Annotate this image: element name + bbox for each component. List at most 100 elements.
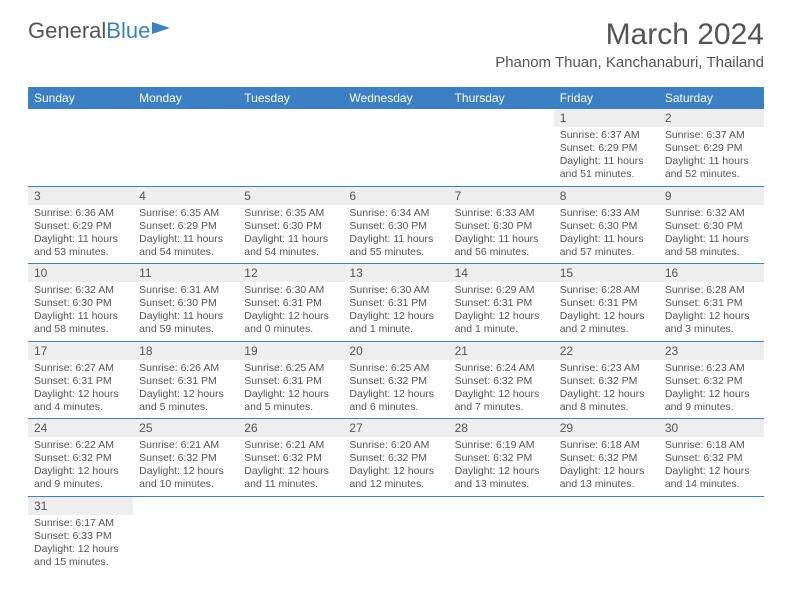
col-sunday: Sunday <box>28 87 133 109</box>
sunrise-text: Sunrise: 6:25 AM <box>244 362 337 375</box>
daylight-text: Daylight: 12 hours and 13 minutes. <box>455 465 548 491</box>
day-number: 7 <box>449 187 554 205</box>
day-number: 12 <box>238 264 343 282</box>
calendar-cell: 22Sunrise: 6:23 AMSunset: 6:32 PMDayligh… <box>554 341 659 419</box>
daylight-text: Daylight: 11 hours and 53 minutes. <box>34 233 127 259</box>
sunrise-text: Sunrise: 6:33 AM <box>560 207 653 220</box>
day-content: Sunrise: 6:28 AMSunset: 6:31 PMDaylight:… <box>554 282 659 341</box>
day-number: 31 <box>28 497 133 515</box>
day-number: 23 <box>659 342 764 360</box>
calendar-cell: 10Sunrise: 6:32 AMSunset: 6:30 PMDayligh… <box>28 264 133 342</box>
calendar-table: Sunday Monday Tuesday Wednesday Thursday… <box>28 87 764 573</box>
sunset-text: Sunset: 6:32 PM <box>349 452 442 465</box>
daylight-text: Daylight: 11 hours and 59 minutes. <box>139 310 232 336</box>
calendar-cell <box>449 109 554 186</box>
day-content: Sunrise: 6:18 AMSunset: 6:32 PMDaylight:… <box>554 437 659 496</box>
sunrise-text: Sunrise: 6:26 AM <box>139 362 232 375</box>
sunset-text: Sunset: 6:32 PM <box>244 452 337 465</box>
sunrise-text: Sunrise: 6:27 AM <box>34 362 127 375</box>
day-number: 2 <box>659 109 764 127</box>
day-content: Sunrise: 6:34 AMSunset: 6:30 PMDaylight:… <box>343 205 448 264</box>
day-number: 10 <box>28 264 133 282</box>
calendar-cell: 19Sunrise: 6:25 AMSunset: 6:31 PMDayligh… <box>238 341 343 419</box>
daylight-text: Daylight: 12 hours and 1 minute. <box>455 310 548 336</box>
calendar-cell: 20Sunrise: 6:25 AMSunset: 6:32 PMDayligh… <box>343 341 448 419</box>
sunrise-text: Sunrise: 6:32 AM <box>34 284 127 297</box>
day-number: 27 <box>343 419 448 437</box>
day-content: Sunrise: 6:18 AMSunset: 6:32 PMDaylight:… <box>659 437 764 496</box>
col-tuesday: Tuesday <box>238 87 343 109</box>
calendar-cell: 18Sunrise: 6:26 AMSunset: 6:31 PMDayligh… <box>133 341 238 419</box>
day-number: 13 <box>343 264 448 282</box>
sunset-text: Sunset: 6:30 PM <box>560 220 653 233</box>
calendar-cell <box>133 496 238 573</box>
sunrise-text: Sunrise: 6:23 AM <box>665 362 758 375</box>
day-content: Sunrise: 6:31 AMSunset: 6:30 PMDaylight:… <box>133 282 238 341</box>
daylight-text: Daylight: 12 hours and 5 minutes. <box>139 388 232 414</box>
sunrise-text: Sunrise: 6:18 AM <box>560 439 653 452</box>
sunset-text: Sunset: 6:30 PM <box>665 220 758 233</box>
calendar-cell <box>343 496 448 573</box>
calendar-cell: 1Sunrise: 6:37 AMSunset: 6:29 PMDaylight… <box>554 109 659 186</box>
sunset-text: Sunset: 6:32 PM <box>455 452 548 465</box>
logo-text-b: Blue <box>106 18 150 44</box>
calendar-cell: 30Sunrise: 6:18 AMSunset: 6:32 PMDayligh… <box>659 419 764 497</box>
sunset-text: Sunset: 6:32 PM <box>34 452 127 465</box>
sunrise-text: Sunrise: 6:32 AM <box>665 207 758 220</box>
daylight-text: Daylight: 12 hours and 1 minute. <box>349 310 442 336</box>
day-content: Sunrise: 6:32 AMSunset: 6:30 PMDaylight:… <box>28 282 133 341</box>
col-saturday: Saturday <box>659 87 764 109</box>
sunrise-text: Sunrise: 6:20 AM <box>349 439 442 452</box>
daylight-text: Daylight: 12 hours and 2 minutes. <box>560 310 653 336</box>
sunrise-text: Sunrise: 6:17 AM <box>34 517 127 530</box>
sunset-text: Sunset: 6:31 PM <box>244 375 337 388</box>
calendar-cell: 17Sunrise: 6:27 AMSunset: 6:31 PMDayligh… <box>28 341 133 419</box>
calendar-cell <box>133 109 238 186</box>
sunset-text: Sunset: 6:31 PM <box>455 297 548 310</box>
calendar-cell: 21Sunrise: 6:24 AMSunset: 6:32 PMDayligh… <box>449 341 554 419</box>
day-content: Sunrise: 6:26 AMSunset: 6:31 PMDaylight:… <box>133 360 238 419</box>
calendar-cell: 16Sunrise: 6:28 AMSunset: 6:31 PMDayligh… <box>659 264 764 342</box>
title-block: March 2024 Phanom Thuan, Kanchanaburi, T… <box>495 18 764 71</box>
col-wednesday: Wednesday <box>343 87 448 109</box>
sunrise-text: Sunrise: 6:30 AM <box>349 284 442 297</box>
day-content: Sunrise: 6:30 AMSunset: 6:31 PMDaylight:… <box>238 282 343 341</box>
calendar-cell: 8Sunrise: 6:33 AMSunset: 6:30 PMDaylight… <box>554 186 659 264</box>
day-content: Sunrise: 6:20 AMSunset: 6:32 PMDaylight:… <box>343 437 448 496</box>
location-text: Phanom Thuan, Kanchanaburi, Thailand <box>495 54 764 71</box>
day-content: Sunrise: 6:23 AMSunset: 6:32 PMDaylight:… <box>554 360 659 419</box>
day-content: Sunrise: 6:29 AMSunset: 6:31 PMDaylight:… <box>449 282 554 341</box>
day-content: Sunrise: 6:25 AMSunset: 6:32 PMDaylight:… <box>343 360 448 419</box>
calendar-cell: 26Sunrise: 6:21 AMSunset: 6:32 PMDayligh… <box>238 419 343 497</box>
sunset-text: Sunset: 6:32 PM <box>455 375 548 388</box>
calendar-cell <box>238 496 343 573</box>
sunset-text: Sunset: 6:32 PM <box>139 452 232 465</box>
daylight-text: Daylight: 12 hours and 13 minutes. <box>560 465 653 491</box>
sunrise-text: Sunrise: 6:34 AM <box>349 207 442 220</box>
daylight-text: Daylight: 11 hours and 51 minutes. <box>560 155 653 181</box>
calendar-cell: 29Sunrise: 6:18 AMSunset: 6:32 PMDayligh… <box>554 419 659 497</box>
calendar-cell: 3Sunrise: 6:36 AMSunset: 6:29 PMDaylight… <box>28 186 133 264</box>
day-number: 3 <box>28 187 133 205</box>
day-number: 26 <box>238 419 343 437</box>
sunset-text: Sunset: 6:29 PM <box>560 142 653 155</box>
calendar-cell <box>659 496 764 573</box>
sunrise-text: Sunrise: 6:28 AM <box>665 284 758 297</box>
day-content: Sunrise: 6:33 AMSunset: 6:30 PMDaylight:… <box>449 205 554 264</box>
day-number: 16 <box>659 264 764 282</box>
sunset-text: Sunset: 6:30 PM <box>349 220 442 233</box>
day-number: 14 <box>449 264 554 282</box>
daylight-text: Daylight: 12 hours and 9 minutes. <box>34 465 127 491</box>
day-content: Sunrise: 6:24 AMSunset: 6:32 PMDaylight:… <box>449 360 554 419</box>
col-thursday: Thursday <box>449 87 554 109</box>
sunset-text: Sunset: 6:31 PM <box>244 297 337 310</box>
sunset-text: Sunset: 6:31 PM <box>349 297 442 310</box>
calendar-row: 17Sunrise: 6:27 AMSunset: 6:31 PMDayligh… <box>28 341 764 419</box>
daylight-text: Daylight: 11 hours and 55 minutes. <box>349 233 442 259</box>
day-number: 29 <box>554 419 659 437</box>
day-number: 25 <box>133 419 238 437</box>
daylight-text: Daylight: 11 hours and 54 minutes. <box>139 233 232 259</box>
calendar-row: 1Sunrise: 6:37 AMSunset: 6:29 PMDaylight… <box>28 109 764 186</box>
sunset-text: Sunset: 6:31 PM <box>34 375 127 388</box>
sunset-text: Sunset: 6:29 PM <box>139 220 232 233</box>
